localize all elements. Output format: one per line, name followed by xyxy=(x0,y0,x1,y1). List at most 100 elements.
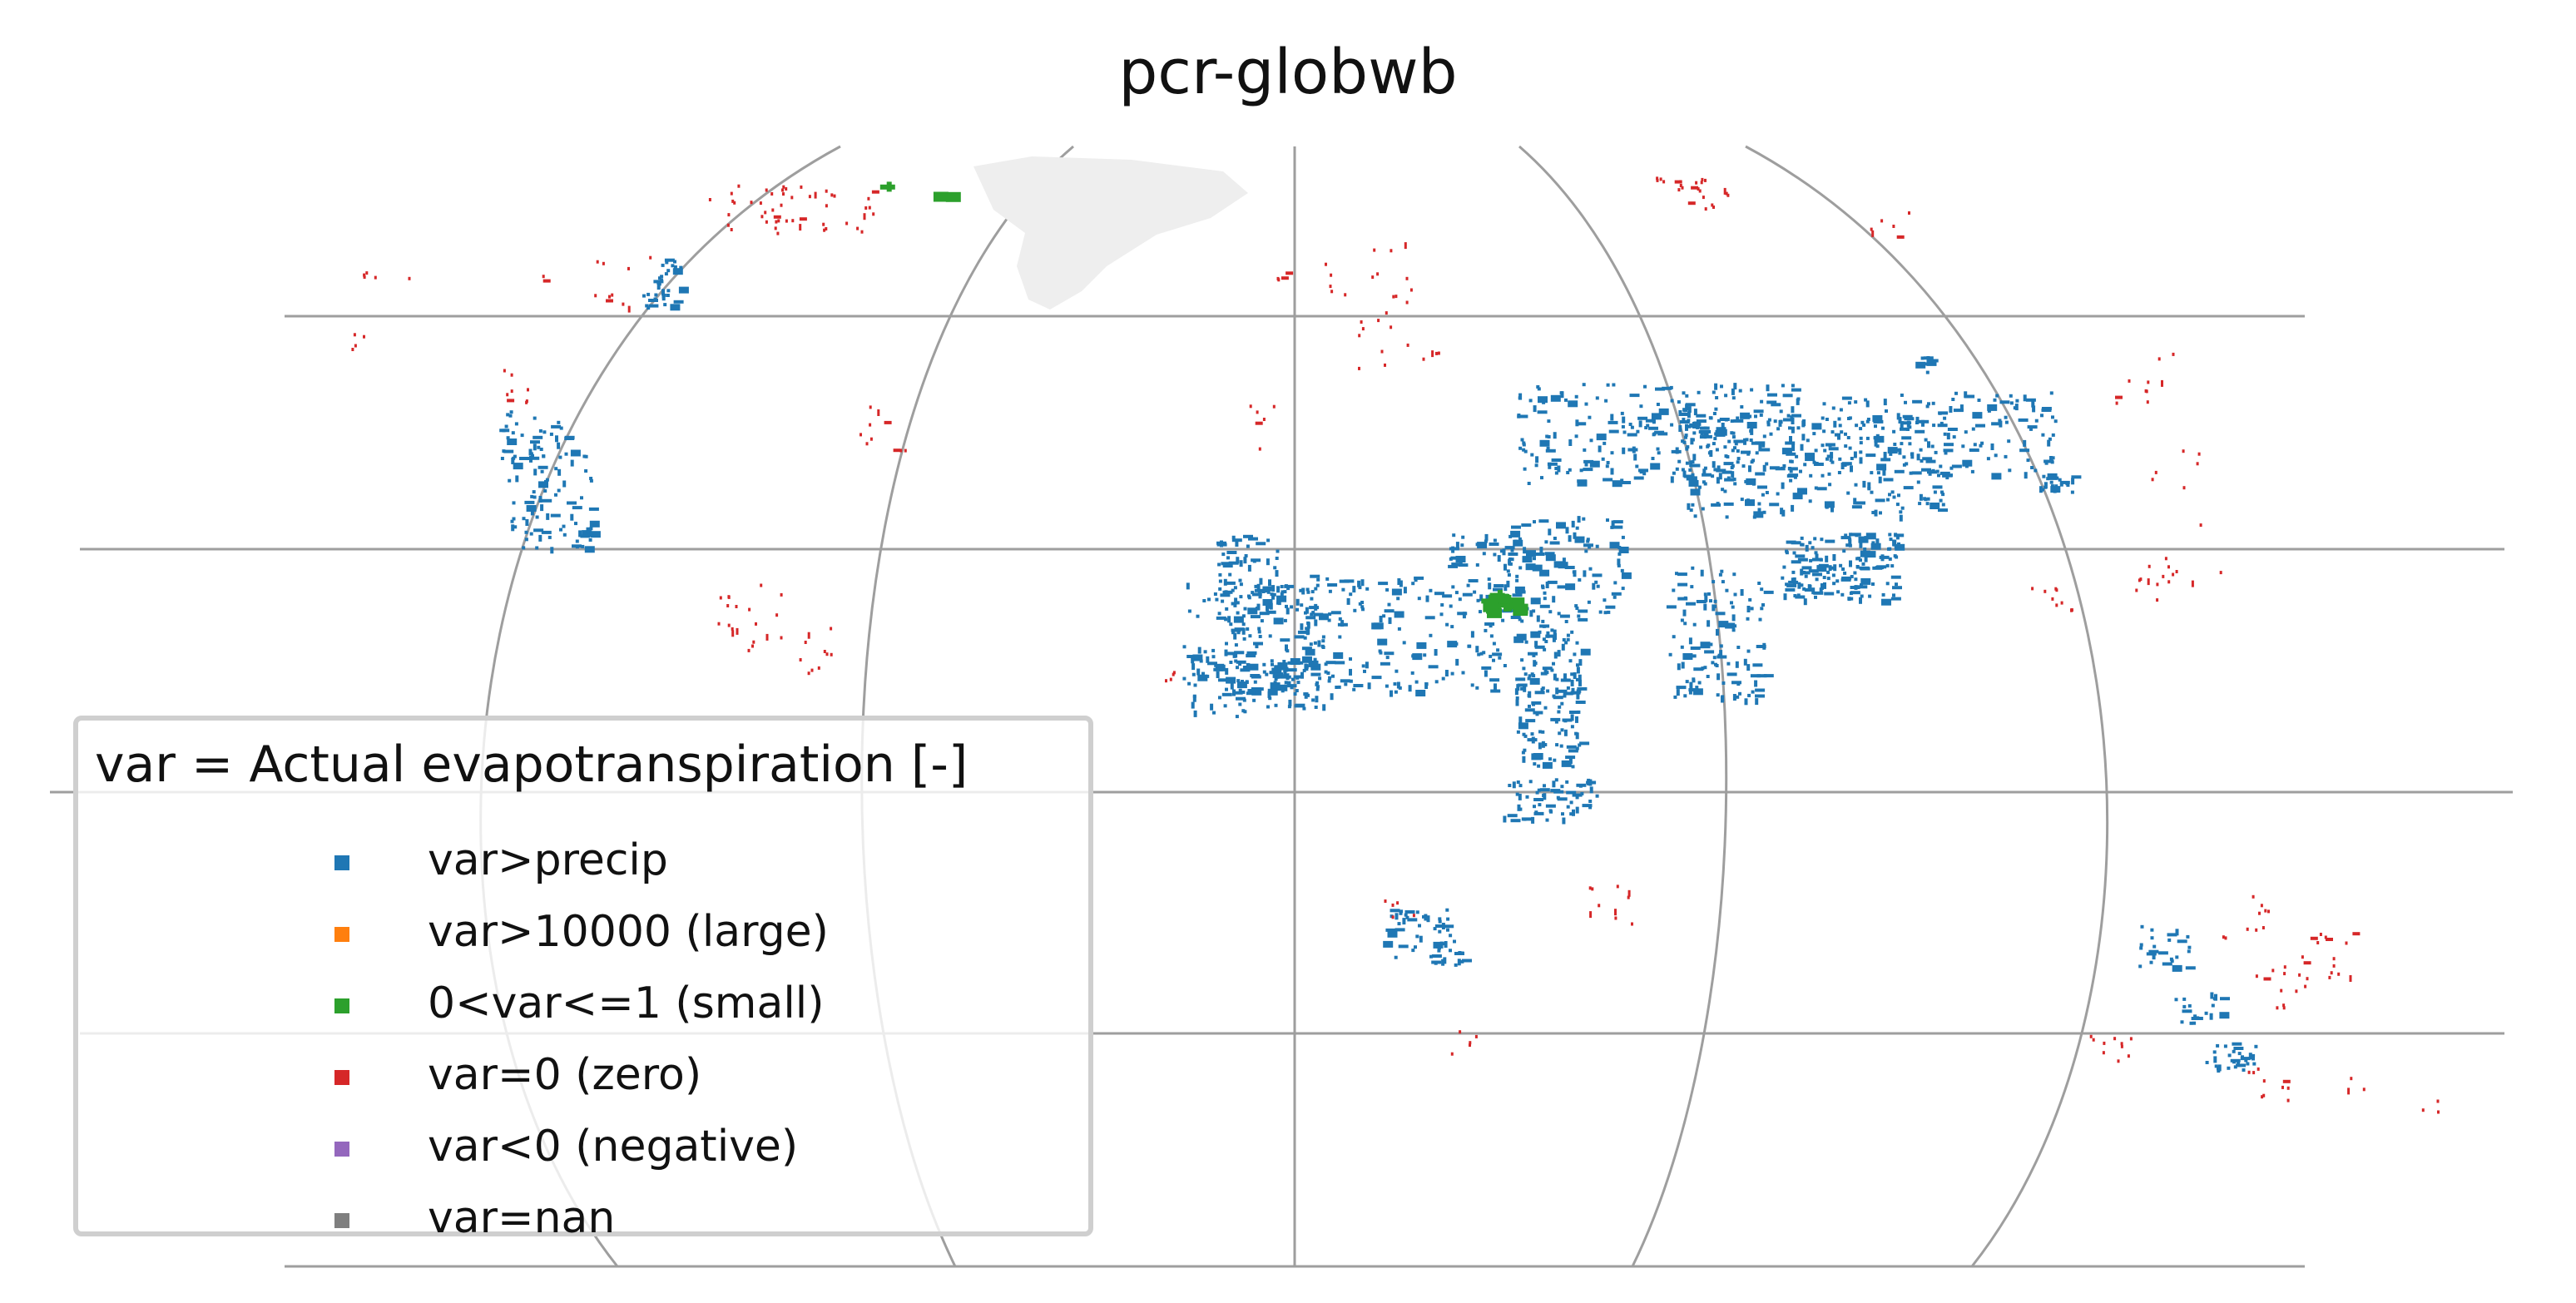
marker-var-gt-precip xyxy=(1520,658,1524,662)
marker-var-gt-precip xyxy=(2213,1056,2217,1063)
marker-var-gt-precip xyxy=(1943,416,1947,420)
marker-var-gt-precip xyxy=(1677,400,1681,404)
marker-var-zero xyxy=(596,260,599,264)
marker-var-gt-precip xyxy=(1525,795,1529,799)
marker-var-gt-precip xyxy=(1539,788,1550,792)
marker-var-gt-precip xyxy=(1276,675,1287,679)
marker-var-gt-precip xyxy=(1822,429,1826,434)
marker-var-gt-precip xyxy=(1575,607,1579,610)
marker-var-gt-precip xyxy=(1523,467,1527,471)
marker-var-zero xyxy=(649,255,652,260)
marker-var-gt-precip xyxy=(1192,694,1196,698)
marker-var-gt-precip xyxy=(1622,447,1626,454)
marker-var-gt-precip xyxy=(1523,734,1528,738)
marker-var-gt-precip xyxy=(1855,557,1860,561)
marker-var-gt-precip xyxy=(1450,625,1454,629)
marker-var-gt-precip xyxy=(1545,804,1556,808)
marker-var-gt-precip xyxy=(1551,458,1562,462)
marker-var-gt-precip xyxy=(1672,471,1676,475)
marker-var-gt-precip xyxy=(1255,645,1259,649)
marker-var-gt-precip xyxy=(1574,536,1585,543)
marker-var-gt-precip xyxy=(1644,426,1648,429)
marker-var-gt-precip xyxy=(1656,403,1660,406)
marker-var-gt-precip xyxy=(1211,648,1216,652)
marker-var-gt-precip xyxy=(1553,629,1557,637)
marker-var-gt-precip xyxy=(1785,551,1789,555)
marker-var-gt-precip xyxy=(2232,1060,2236,1064)
marker-var-gt-precip xyxy=(1248,634,1252,638)
marker-var-gt-precip xyxy=(1796,397,1801,401)
marker-var-gt-precip xyxy=(648,299,658,302)
marker-var-gt-precip xyxy=(1518,617,1522,622)
marker-var-zero xyxy=(2154,470,2157,474)
marker-var-gt-precip xyxy=(2034,419,2039,423)
marker-var-gt-precip xyxy=(1315,583,1320,587)
marker-var-gt-precip xyxy=(1384,609,1395,613)
marker-var-gt-precip xyxy=(1468,579,1479,582)
marker-var-zero xyxy=(2330,971,2333,975)
marker-var-gt-precip xyxy=(1775,467,1786,471)
marker-var-small xyxy=(1503,602,1508,612)
marker-var-gt-precip xyxy=(1588,567,1593,571)
marker-var-gt-precip xyxy=(1212,711,1216,715)
marker-var-gt-precip xyxy=(1221,599,1225,603)
marker-var-zero xyxy=(1277,278,1281,282)
marker-var-gt-precip xyxy=(1931,401,1935,405)
marker-var-gt-precip xyxy=(1935,469,1939,473)
marker-var-gt-precip xyxy=(1791,414,1801,418)
marker-var-gt-precip xyxy=(1909,471,1913,475)
marker-var-gt-precip xyxy=(1696,414,1707,418)
marker-var-gt-precip xyxy=(1603,611,1608,615)
marker-var-gt-precip xyxy=(1575,677,1579,681)
marker-var-gt-precip xyxy=(1697,422,1702,426)
marker-var-gt-precip xyxy=(1685,394,1689,398)
marker-var-gt-precip xyxy=(542,498,552,503)
marker-var-gt-precip xyxy=(1247,607,1258,615)
marker-var-gt-precip xyxy=(1800,571,1811,575)
marker-var-zero xyxy=(2246,927,2249,931)
marker-var-gt-precip xyxy=(1987,404,1998,411)
marker-var-gt-precip xyxy=(1382,614,1386,618)
marker-var-zero xyxy=(1262,418,1266,421)
marker-var-gt-precip xyxy=(1883,399,1887,406)
marker-var-gt-precip xyxy=(1583,468,1593,472)
marker-var-gt-precip xyxy=(1543,706,1548,710)
marker-var-gt-precip xyxy=(530,494,534,498)
marker-var-gt-precip xyxy=(1531,701,1542,705)
marker-var-gt-precip xyxy=(1947,428,1958,431)
marker-var-zero xyxy=(2255,928,2258,932)
marker-var-zero xyxy=(2172,572,2175,577)
marker-var-gt-precip xyxy=(1193,683,1197,687)
marker-var-zero xyxy=(1687,201,1696,206)
marker-var-gt-precip xyxy=(1306,622,1310,629)
marker-var-gt-precip xyxy=(1538,803,1542,807)
marker-var-gt-precip xyxy=(1234,659,1238,663)
marker-var-gt-precip xyxy=(1415,690,1426,696)
marker-var-gt-precip xyxy=(1679,420,1690,424)
marker-var-gt-precip xyxy=(1690,488,1701,496)
marker-var-zero xyxy=(1896,235,1905,239)
marker-var-zero xyxy=(825,227,828,230)
marker-var-gt-precip xyxy=(1608,420,1618,424)
marker-var-gt-precip xyxy=(1715,448,1719,452)
marker-var-zero xyxy=(2161,379,2163,387)
marker-var-zero xyxy=(1681,186,1684,190)
marker-var-gt-precip xyxy=(1268,696,1272,701)
marker-var-gt-precip xyxy=(1801,543,1805,547)
marker-var-gt-precip xyxy=(1302,706,1306,711)
marker-var-gt-precip xyxy=(1755,688,1766,692)
marker-var-gt-precip xyxy=(1850,457,1854,460)
marker-var-gt-precip xyxy=(1268,579,1271,587)
marker-var-zero xyxy=(2115,401,2118,405)
marker-var-gt-precip xyxy=(1893,554,1897,558)
marker-var-gt-precip xyxy=(660,275,664,279)
marker-var-gt-precip xyxy=(1864,555,1868,562)
marker-var-gt-precip xyxy=(1859,436,1863,440)
marker-var-gt-precip xyxy=(1689,681,1693,689)
marker-var-gt-precip xyxy=(562,524,566,528)
marker-var-gt-precip xyxy=(1603,441,1607,445)
marker-var-gt-precip xyxy=(545,478,549,482)
marker-var-gt-precip xyxy=(1746,649,1751,653)
marker-var-gt-precip xyxy=(1736,449,1740,453)
marker-var-gt-precip xyxy=(1725,588,1729,592)
